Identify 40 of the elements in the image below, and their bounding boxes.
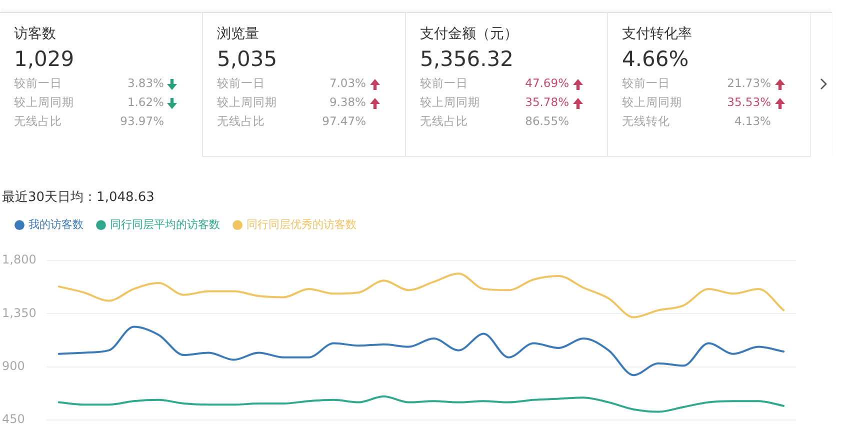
text: 浏览量 <box>217 25 259 43</box>
text: 无线占比 <box>14 114 62 129</box>
text: 访客数 <box>14 25 56 43</box>
text: 5,356.32 <box>420 47 514 71</box>
text: 1,029 <box>14 47 74 71</box>
text: 5,035 <box>217 47 278 71</box>
y-tick-label: 1,350 <box>2 306 36 320</box>
y-tick-label: 450 <box>2 412 25 426</box>
text: 较上周同期 <box>14 95 74 110</box>
text: 21.73% <box>727 76 771 90</box>
text: 1.62% <box>127 95 164 109</box>
text: 97.47% <box>322 114 366 128</box>
text: 较上周同期 <box>217 95 277 110</box>
legend-label: 同行同层优秀的访客数 <box>246 218 356 231</box>
text: 较前一日 <box>622 76 670 91</box>
y-tick-label: 900 <box>2 358 25 373</box>
text: 7.03% <box>329 76 366 90</box>
text: 较前一日 <box>420 76 468 91</box>
text: 86.55% <box>525 114 569 128</box>
text: 47.69% <box>525 76 569 90</box>
y-tick-label: 1,800 <box>2 252 36 267</box>
text: 无线转化 <box>622 114 670 129</box>
text: 93.97% <box>120 114 164 128</box>
text: 35.78% <box>525 95 569 109</box>
text: 较前一日 <box>14 76 62 91</box>
text: 9.38% <box>329 95 366 109</box>
text: 较上周同期 <box>622 95 682 110</box>
text: 4.66% <box>622 47 689 71</box>
legend-label: 同行同层平均的访客数 <box>110 218 220 231</box>
text: 3.83% <box>127 76 164 90</box>
text: 较前一日 <box>217 76 265 91</box>
text: 支付金额（元） <box>420 25 518 43</box>
text: 无线占比 <box>420 114 468 129</box>
text: 支付转化率 <box>622 25 692 43</box>
legend-label: 我的访客数 <box>28 218 84 231</box>
text: 4.13% <box>734 114 771 128</box>
text: 较上周同期 <box>420 95 480 110</box>
text: 35.53% <box>727 95 771 109</box>
chart-title: 最近30天日均：1,048.63 <box>2 190 154 206</box>
text: 无线占比 <box>217 114 265 129</box>
